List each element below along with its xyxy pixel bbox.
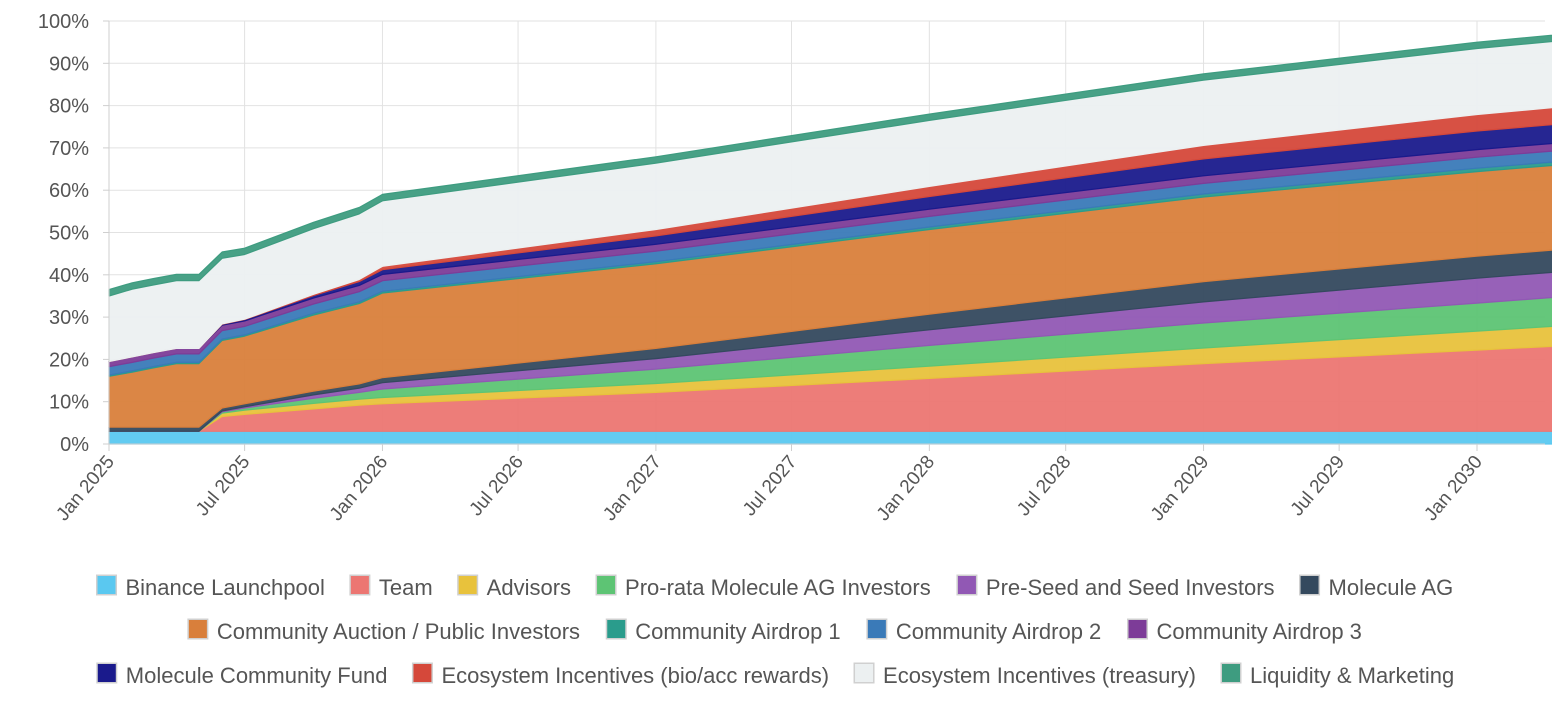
- area-liquidity-marketing[interactable]: [108, 30, 1552, 297]
- legend-label: Binance Launchpool: [126, 575, 325, 600]
- y-tick-label: 60%: [49, 180, 89, 202]
- x-tick-label: Jan 2029: [1147, 452, 1213, 525]
- y-tick-label: 30%: [49, 307, 89, 329]
- legend-swatch: [956, 574, 978, 596]
- legend-label: Molecule AG: [1329, 575, 1454, 600]
- legend-swatch: [866, 618, 888, 640]
- legend-label: Community Airdrop 3: [1156, 619, 1361, 644]
- legend-swatch: [1299, 574, 1321, 596]
- legend-label: Ecosystem Incentives (treasury): [883, 663, 1196, 688]
- legend-item-molecule-ag[interactable]: Molecule AG: [1299, 574, 1454, 600]
- y-tick-label: 90%: [49, 53, 89, 75]
- x-tick-label: Jan 2025: [52, 452, 118, 525]
- x-tick-label: Jul 2029: [1287, 452, 1349, 521]
- legend-item-binance-launchpool[interactable]: Binance Launchpool: [96, 574, 325, 600]
- x-tick-label: Jan 2027: [599, 452, 665, 525]
- y-tick-label: 70%: [49, 138, 89, 160]
- legend-label: Advisors: [487, 575, 571, 600]
- legend-label: Pro-rata Molecule AG Investors: [625, 575, 931, 600]
- legend: Binance Launchpool Team Advisors Pro-rata M…: [96, 574, 1454, 688]
- y-tick-label: 50%: [49, 223, 89, 245]
- legend-swatch: [1126, 618, 1148, 640]
- x-tick-label: Jul 2025: [192, 452, 254, 521]
- legend-swatch: [349, 574, 371, 596]
- legend-item-advisors[interactable]: Advisors: [457, 574, 571, 600]
- legend-label: Pre-Seed and Seed Investors: [986, 575, 1275, 600]
- legend-label: Ecosystem Incentives (bio/acc rewards): [441, 663, 829, 688]
- legend-label: Community Auction / Public Investors: [217, 619, 580, 644]
- legend-item-molecule-community-fund[interactable]: Molecule Community Fund: [96, 662, 388, 688]
- legend-label: Community Airdrop 2: [896, 619, 1101, 644]
- y-tick-label: 100%: [38, 11, 89, 33]
- legend-label: Community Airdrop 1: [635, 619, 840, 644]
- legend-item-ecosystem-incentives-treasury[interactable]: Ecosystem Incentives (treasury): [853, 662, 1196, 688]
- legend-swatch: [595, 574, 617, 596]
- legend-item-community-auction-public-investors[interactable]: Community Auction / Public Investors: [187, 618, 580, 644]
- legend-item-community-airdrop-3[interactable]: Community Airdrop 3: [1126, 618, 1362, 644]
- legend-item-team[interactable]: Team: [349, 574, 433, 600]
- legend-swatch: [853, 662, 875, 684]
- legend-item-community-airdrop-1[interactable]: Community Airdrop 1: [605, 618, 841, 644]
- legend-swatch: [187, 618, 209, 640]
- y-tick-label: 40%: [49, 265, 89, 287]
- legend-item-community-airdrop-2[interactable]: Community Airdrop 2: [866, 618, 1101, 644]
- legend-label: Team: [379, 575, 433, 600]
- legend-swatch: [411, 662, 433, 684]
- legend-item-pro-rata-molecule-ag-investors[interactable]: Pro-rata Molecule AG Investors: [595, 574, 931, 600]
- legend-swatch: [1220, 662, 1242, 684]
- x-tick-label: Jul 2028: [1013, 452, 1075, 521]
- y-tick-label: 0%: [60, 434, 89, 456]
- y-tick-label: 10%: [49, 392, 89, 414]
- legend-label: Molecule Community Fund: [126, 663, 388, 688]
- x-tick-label: Jul 2027: [739, 452, 801, 521]
- legend-swatch: [457, 574, 479, 596]
- legend-label: Liquidity & Marketing: [1250, 663, 1454, 688]
- legend-item-liquidity-marketing[interactable]: Liquidity & Marketing: [1220, 662, 1454, 688]
- legend-swatch: [605, 618, 627, 640]
- area-series: [108, 30, 1552, 445]
- legend-swatch: [96, 574, 118, 596]
- x-tick-label: Jan 2026: [326, 452, 392, 525]
- y-tick-label: 20%: [49, 349, 89, 371]
- x-tick-label: Jan 2028: [873, 452, 939, 525]
- area-binance-launchpool[interactable]: [108, 430, 1552, 445]
- legend-item-ecosystem-incentives-bio-acc-rewards[interactable]: Ecosystem Incentives (bio/acc rewards): [411, 662, 829, 688]
- x-tick-label: Jul 2026: [466, 452, 528, 521]
- y-tick-label: 80%: [49, 96, 89, 118]
- x-tick-label: Jan 2030: [1420, 452, 1486, 525]
- legend-swatch: [96, 662, 118, 684]
- legend-item-pre-seed-and-seed-investors[interactable]: Pre-Seed and Seed Investors: [956, 574, 1275, 600]
